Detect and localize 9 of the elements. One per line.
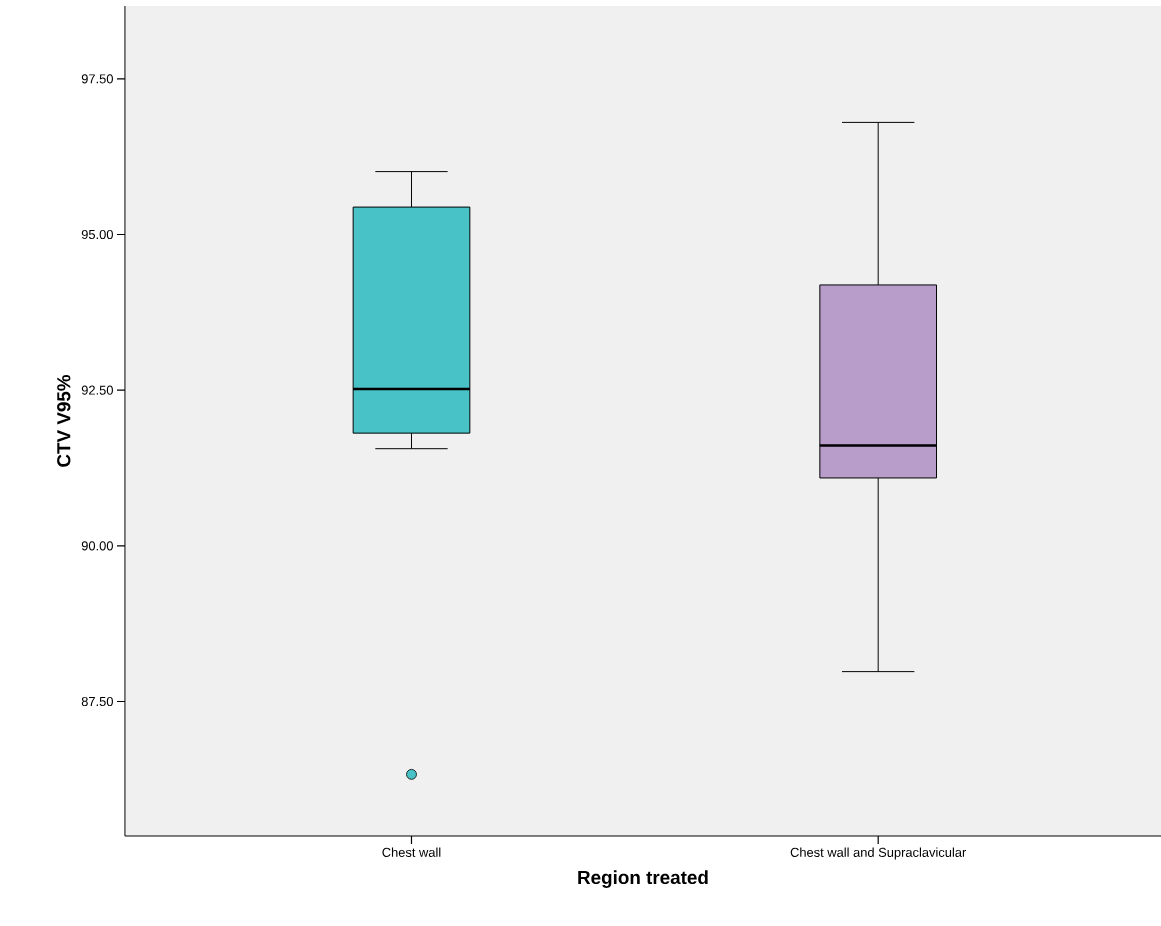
y-tick-label: 90.00	[81, 541, 113, 551]
y-axis-title: CTV V95%	[57, 375, 71, 467]
y-tick-label: 92.50	[81, 385, 113, 395]
x-tick-label: Chest wall	[382, 847, 441, 858]
x-axis-title: Region treated	[578, 870, 708, 889]
y-tick-label: 97.50	[81, 74, 113, 84]
y-tick-label: 87.50	[81, 697, 113, 707]
x-tick-label: Chest wall and Supraclavicular	[790, 847, 967, 860]
y-tick-label: 95.00	[81, 230, 113, 240]
